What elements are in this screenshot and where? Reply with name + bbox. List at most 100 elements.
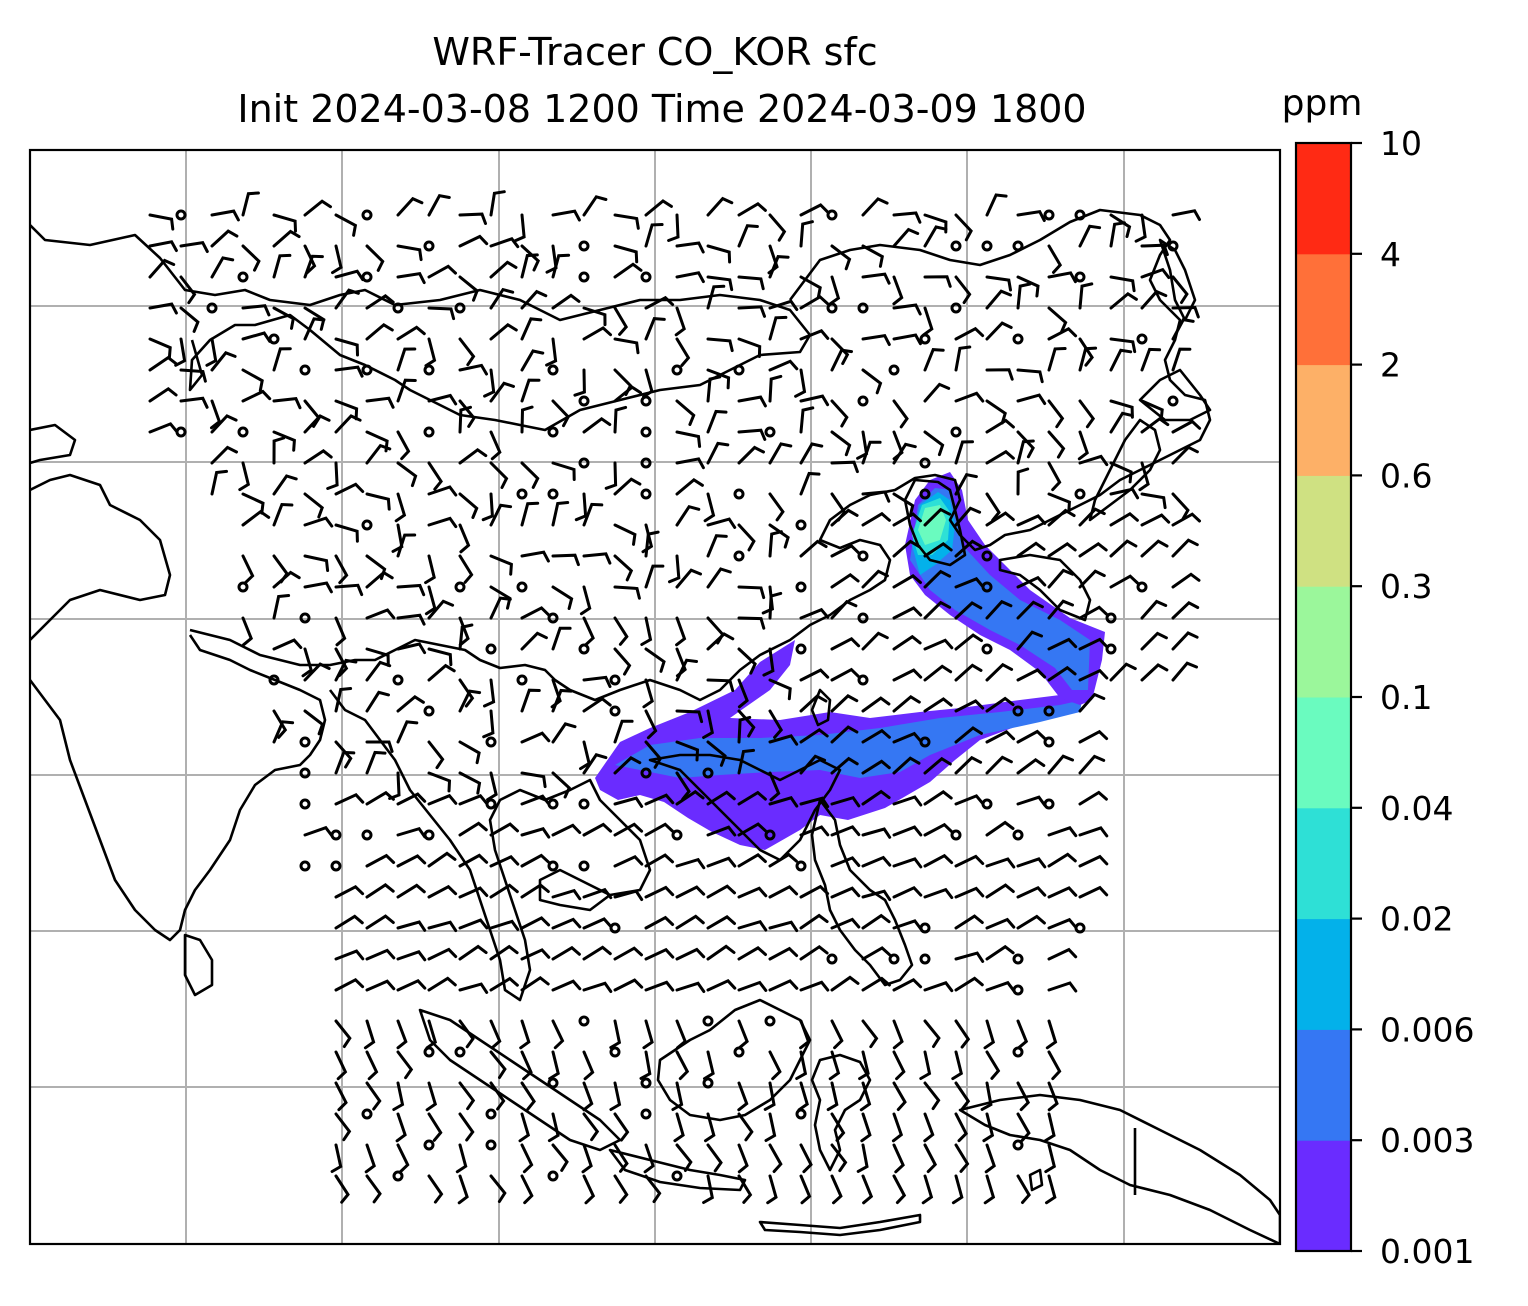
wind-barb	[1016, 795, 1047, 807]
wind-barb	[954, 326, 985, 341]
calm-wind-marker	[640, 767, 652, 779]
calm-wind-marker	[795, 581, 807, 593]
wind-barb	[1016, 541, 1046, 558]
wind-barb	[427, 461, 443, 491]
wind-barb	[763, 1081, 776, 1111]
calm-wind-marker	[547, 860, 559, 872]
wind-barb	[1109, 399, 1134, 419]
wind-barb	[458, 337, 476, 367]
wind-barb	[148, 213, 175, 231]
wind-barb	[303, 414, 331, 434]
calm-wind-marker	[702, 767, 714, 779]
wind-barb	[675, 568, 702, 589]
wind-barb	[1016, 1112, 1031, 1142]
wind-barb	[489, 822, 519, 837]
wind-barb	[1171, 305, 1200, 319]
plume-north-0.04	[918, 505, 946, 545]
wind-barb	[737, 709, 756, 738]
wind-barb	[675, 740, 700, 762]
calm-wind-marker	[640, 457, 652, 469]
wind-barb	[334, 337, 359, 357]
wind-barb	[334, 658, 358, 682]
calm-wind-marker	[361, 271, 373, 283]
wind-barb	[985, 418, 1015, 434]
wind-barb	[272, 430, 296, 452]
wind-barb	[483, 368, 496, 398]
wind-barb	[702, 709, 714, 739]
wind-barb	[891, 1112, 904, 1143]
wind-barb	[799, 471, 821, 496]
wind-barb	[954, 726, 983, 744]
wind-barb	[613, 978, 644, 992]
wind-barb	[1045, 1174, 1057, 1205]
wind-barb	[985, 599, 1013, 620]
colorbar-band	[1296, 253, 1351, 366]
wind-barb	[458, 821, 488, 837]
wind-barb	[923, 756, 952, 775]
wind-barb	[830, 348, 853, 372]
wind-barb	[396, 244, 423, 262]
wind-barb	[1109, 487, 1140, 500]
calm-wind-marker	[981, 581, 993, 593]
wind-barb	[892, 634, 922, 651]
wind-barb	[582, 616, 595, 647]
wind-barb	[985, 492, 1001, 522]
wind-barb	[1047, 981, 1078, 993]
wind-barb	[582, 981, 613, 993]
wind-barb	[334, 1081, 348, 1112]
wind-barb	[768, 442, 793, 465]
wind-barb	[334, 482, 365, 496]
wind-barb	[1109, 213, 1132, 238]
calm-wind-marker	[547, 612, 559, 624]
wind-barb	[1078, 637, 1109, 651]
calm-wind-marker	[578, 395, 590, 407]
wind-barb	[394, 492, 407, 523]
wind-barb	[613, 756, 642, 775]
wind-barb	[737, 1081, 749, 1112]
wind-barb	[954, 275, 972, 305]
wind-barb	[365, 396, 395, 409]
wind-barb	[334, 213, 358, 237]
wind-barb	[642, 678, 654, 709]
wind-barb	[830, 1019, 844, 1050]
wind-barb	[272, 709, 288, 739]
wind-barb	[520, 349, 545, 372]
wind-barb	[458, 794, 489, 806]
wind-barb	[954, 391, 985, 403]
wind-barb	[489, 287, 515, 310]
wind-barb	[644, 709, 658, 740]
calm-wind-marker	[1012, 1046, 1024, 1058]
calm-wind-marker	[1012, 333, 1024, 345]
wind-barb	[768, 771, 781, 802]
wind-barb	[334, 269, 365, 281]
calm-wind-marker	[609, 922, 621, 934]
wind-barb	[737, 715, 752, 744]
wind-barb	[1109, 411, 1134, 434]
wind-barb	[489, 461, 509, 489]
wind-barb	[334, 523, 359, 543]
wind-barb	[830, 399, 849, 428]
wind-barb	[301, 647, 313, 678]
wind-barb	[520, 289, 548, 310]
wind-barb	[799, 668, 830, 682]
wind-barb	[675, 947, 706, 961]
calm-wind-marker	[919, 736, 931, 748]
calm-wind-marker	[609, 674, 621, 686]
calm-wind-marker	[1012, 953, 1024, 965]
wind-barb	[644, 853, 674, 868]
wind-barb	[272, 306, 295, 330]
wind-barb	[179, 275, 197, 305]
wind-barb	[1140, 492, 1167, 510]
wind-barb	[985, 755, 1013, 775]
calm-wind-marker	[547, 1170, 559, 1182]
calm-wind-marker	[578, 798, 590, 810]
wind-barb	[427, 194, 451, 217]
calm-wind-marker	[702, 1077, 714, 1089]
wind-barb	[706, 825, 737, 837]
wind-barb	[799, 913, 829, 930]
wind-barb	[923, 887, 954, 900]
wind-barb	[427, 793, 458, 806]
wind-barb	[954, 1143, 970, 1173]
title-line-2: Init 2024-03-08 1200 Time 2024-03-09 180…	[237, 87, 1086, 131]
wind-barb	[830, 460, 859, 474]
